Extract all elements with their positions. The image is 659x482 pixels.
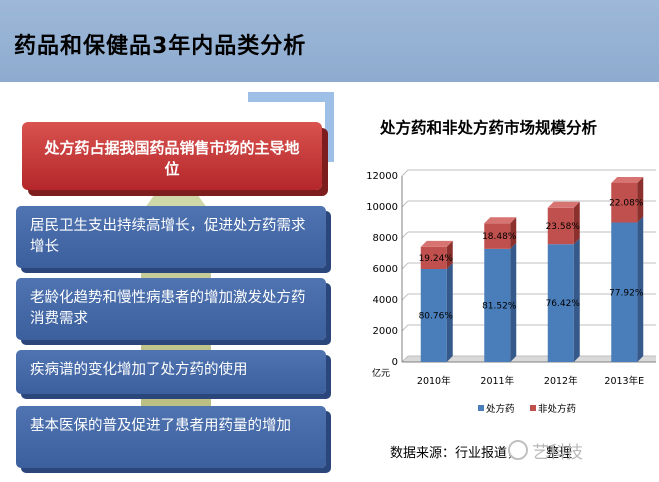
data-label: 77.92% (609, 288, 644, 298)
decor-bar (248, 92, 334, 102)
source-text: 数据来源：行业报道， (390, 446, 521, 461)
gridline-diag-2 (401, 293, 409, 301)
bar-rx-3 (611, 222, 638, 362)
chart-floor (402, 356, 656, 362)
reason-box-1: 居民卫生支出持续高增长，促进处方药需求增长 (16, 206, 326, 268)
data-label: 19.24% (419, 254, 454, 264)
legend-swatch-1 (530, 405, 536, 411)
gridline-diag-4 (401, 231, 409, 239)
watermark-text: 艺科技 (532, 443, 583, 463)
data-label: 23.58% (546, 222, 581, 232)
bar-otc-1 (484, 223, 511, 249)
data-label: 81.52% (482, 301, 517, 311)
bar-side-0-3 (637, 216, 644, 362)
gridline-diag-5 (401, 200, 409, 208)
headline-box: 处方药占据我国药品销售市场的主导地位 (22, 122, 322, 190)
wechat-icon (508, 440, 528, 460)
bar-side-1-1 (510, 217, 517, 249)
data-source: 数据来源：行业报道， 整理 (390, 442, 572, 461)
y-tick-label: 8000 (373, 233, 398, 244)
data-label: 80.76% (419, 312, 454, 322)
y-tick-label: 2000 (373, 326, 398, 337)
reason-text-4: 基本医保的普及促进了患者用药量的增加 (30, 418, 291, 434)
y-tick-label: 12000 (366, 171, 398, 182)
data-label: 76.42% (546, 299, 581, 309)
chart-title: 处方药和非处方药市场规模分析 (380, 119, 598, 137)
gridline-diag-0 (401, 355, 409, 363)
bar-top-3 (611, 176, 644, 183)
reason-text-2: 老龄化趋势和慢性病患者的增加激发处方药消费需求 (30, 290, 306, 327)
bar-side-0-0 (446, 263, 453, 362)
bar-otc-0 (420, 246, 447, 269)
bar-top-1 (484, 217, 517, 224)
bar-rx-0 (420, 269, 447, 362)
stacked-bar-chart: 0 2000 4000 6000 8000 10000 12000 亿元 80.76% 19.24… (366, 169, 656, 415)
x-tick-label: 2012年 (544, 375, 578, 387)
bar-side-0-2 (573, 238, 580, 362)
x-tick-label: 2011年 (480, 375, 514, 387)
page-title: 药品和保健品3年内品类分析 (14, 34, 307, 59)
x-tick-label: 2013年E (604, 375, 644, 387)
bar-side-1-3 (637, 176, 644, 223)
reason-box-3: 疾病谱的变化增加了处方药的使用 (16, 350, 326, 394)
bar-top-2 (547, 201, 580, 208)
gridline-diag-3 (401, 262, 409, 270)
reason-box-4: 基本医保的普及促进了患者用药量的增加 (16, 406, 326, 468)
data-label: 22.08% (609, 199, 644, 209)
y-unit-label: 亿元 (372, 367, 390, 379)
reason-text-1: 居民卫生支出持续高增长，促进处方药需求增长 (30, 218, 306, 255)
reason-text-3: 疾病谱的变化增加了处方药的使用 (30, 362, 248, 378)
y-tick-label: 6000 (373, 264, 398, 275)
headline-text: 处方药占据我国药品销售市场的主导地位 (44, 139, 300, 178)
legend-label-1: 非处方药 (538, 403, 576, 415)
bar-rx-2 (547, 244, 574, 362)
source-tail: 整理 (546, 446, 573, 461)
bar-side-1-0 (446, 240, 453, 269)
reason-box-2: 老龄化趋势和慢性病患者的增加激发处方药消费需求 (16, 278, 326, 340)
legend-swatch-0 (478, 405, 484, 411)
y-tick-label: 0 (392, 357, 398, 368)
bar-rx-1 (484, 248, 511, 362)
header-bar: 药品和保健品3年内品类分析 (0, 0, 659, 82)
decor-bar-vertical (325, 92, 334, 162)
x-tick-label: 2010年 (417, 375, 451, 387)
bar-side-0-1 (510, 242, 517, 362)
gridline-diag-6 (401, 169, 409, 177)
bar-otc-2 (547, 207, 574, 245)
y-tick-label: 10000 (366, 202, 398, 213)
bar-side-1-2 (573, 201, 580, 245)
watermark: 艺科技 (508, 438, 583, 463)
data-label: 18.48% (482, 232, 517, 242)
legend-label-0: 处方药 (486, 403, 515, 415)
bar-otc-3 (611, 182, 638, 223)
y-tick-label: 4000 (373, 295, 398, 306)
bar-top-0 (420, 240, 453, 247)
gridline-diag-1 (401, 324, 409, 332)
